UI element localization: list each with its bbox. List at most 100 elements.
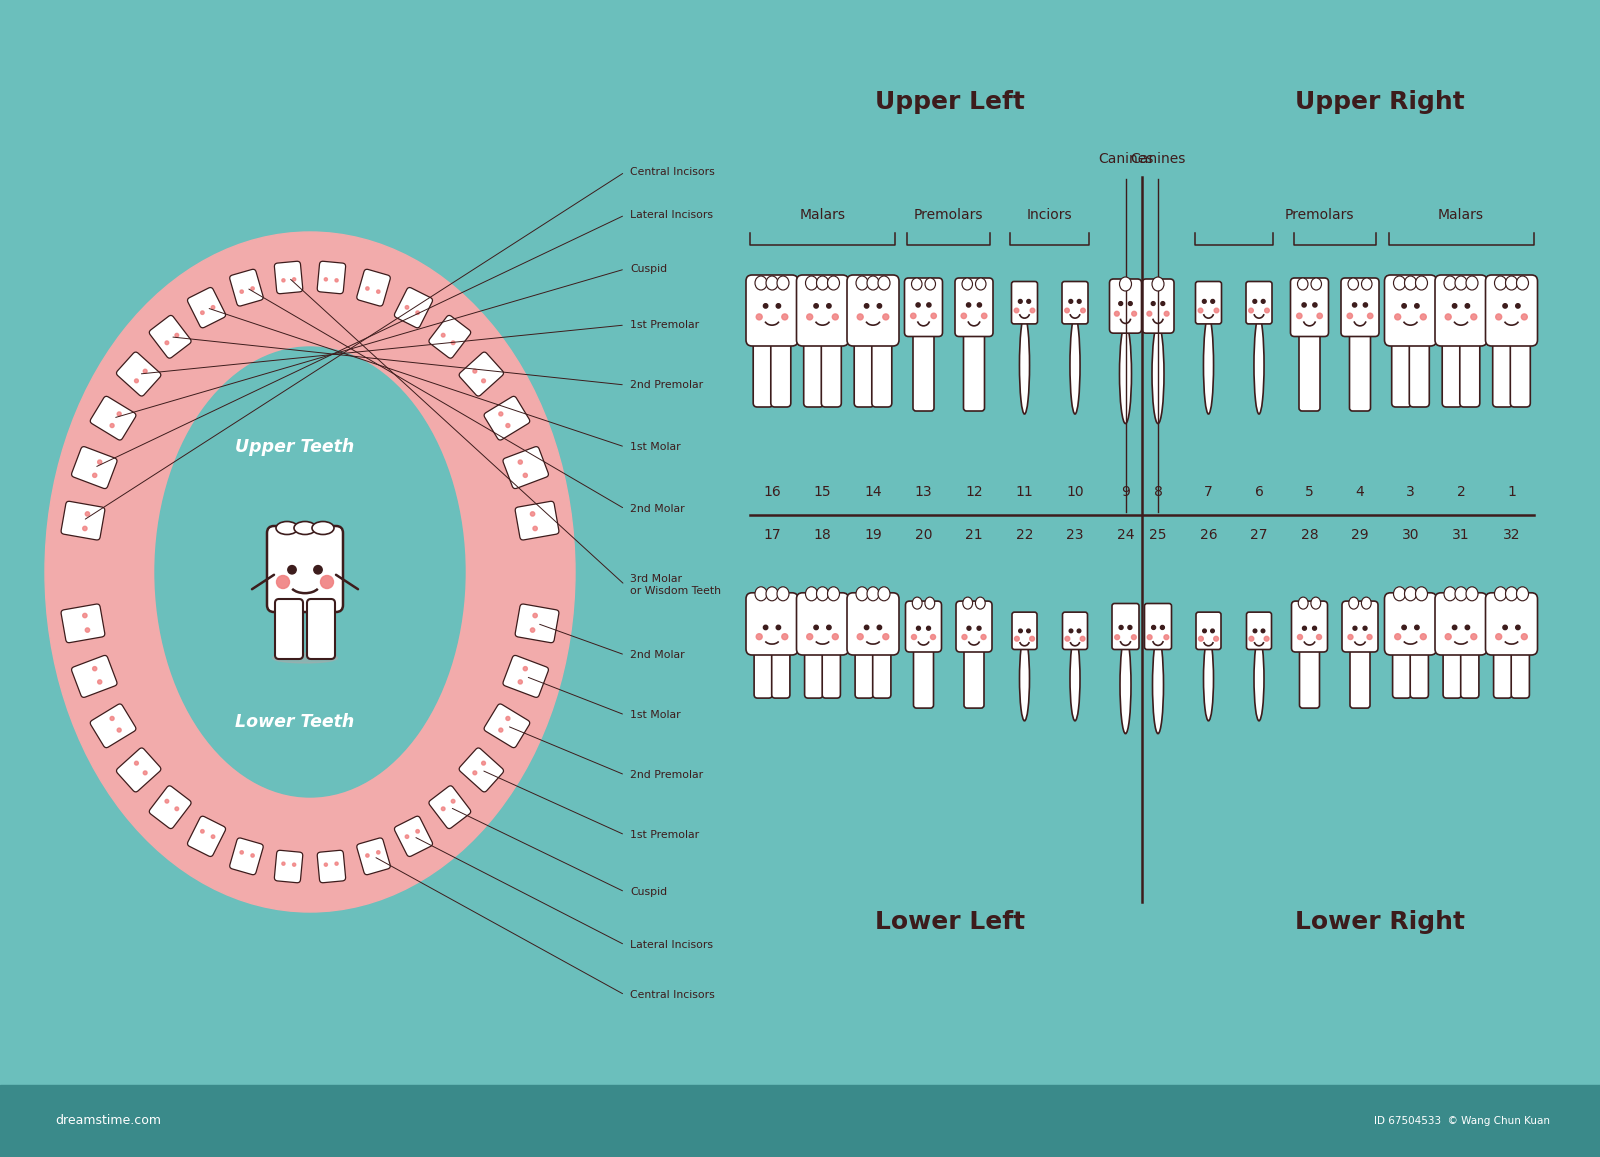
Text: Canines: Canines xyxy=(1098,152,1154,165)
FancyBboxPatch shape xyxy=(1011,612,1037,649)
Text: Central Incisors: Central Incisors xyxy=(630,167,715,177)
Circle shape xyxy=(931,314,936,318)
Circle shape xyxy=(240,290,243,293)
Text: 2nd Premolar: 2nd Premolar xyxy=(630,379,702,390)
Text: Upper Left: Upper Left xyxy=(875,90,1026,115)
FancyBboxPatch shape xyxy=(1494,636,1512,698)
Circle shape xyxy=(1414,303,1419,308)
Text: Lateral Incisors: Lateral Incisors xyxy=(630,211,714,220)
Circle shape xyxy=(1466,625,1469,629)
Circle shape xyxy=(926,303,931,307)
FancyBboxPatch shape xyxy=(1435,592,1486,655)
Circle shape xyxy=(1214,308,1219,312)
Circle shape xyxy=(1077,300,1082,303)
Circle shape xyxy=(1522,634,1528,640)
Circle shape xyxy=(240,850,243,854)
Circle shape xyxy=(451,341,454,345)
Circle shape xyxy=(806,634,813,640)
Circle shape xyxy=(1502,303,1507,308)
Circle shape xyxy=(1147,635,1152,640)
Circle shape xyxy=(910,314,915,318)
Circle shape xyxy=(1421,634,1426,640)
FancyBboxPatch shape xyxy=(1350,638,1370,708)
FancyBboxPatch shape xyxy=(821,334,842,407)
Ellipse shape xyxy=(1120,324,1131,423)
Circle shape xyxy=(782,634,787,640)
Circle shape xyxy=(1347,314,1352,318)
Circle shape xyxy=(883,634,890,640)
FancyBboxPatch shape xyxy=(771,334,790,407)
Circle shape xyxy=(1077,629,1082,633)
FancyBboxPatch shape xyxy=(963,638,984,708)
Circle shape xyxy=(1019,300,1022,303)
FancyBboxPatch shape xyxy=(1443,636,1461,698)
FancyBboxPatch shape xyxy=(872,636,891,698)
Circle shape xyxy=(93,666,96,671)
Circle shape xyxy=(518,680,522,684)
Ellipse shape xyxy=(1443,587,1456,600)
FancyBboxPatch shape xyxy=(357,270,390,307)
Text: 8: 8 xyxy=(1154,485,1163,499)
Circle shape xyxy=(1069,629,1072,633)
Circle shape xyxy=(117,728,122,732)
Circle shape xyxy=(1470,314,1477,319)
FancyBboxPatch shape xyxy=(904,278,942,337)
FancyBboxPatch shape xyxy=(1195,281,1221,324)
FancyBboxPatch shape xyxy=(1442,334,1462,407)
Circle shape xyxy=(83,613,86,618)
Circle shape xyxy=(1066,636,1070,641)
Ellipse shape xyxy=(805,277,818,290)
Ellipse shape xyxy=(1254,317,1264,414)
Circle shape xyxy=(1363,626,1366,631)
Circle shape xyxy=(282,279,285,282)
Text: Lower Right: Lower Right xyxy=(1294,911,1466,934)
FancyBboxPatch shape xyxy=(797,275,848,346)
Circle shape xyxy=(482,379,485,383)
Circle shape xyxy=(1253,300,1256,303)
Circle shape xyxy=(877,303,882,308)
Circle shape xyxy=(858,314,864,319)
Ellipse shape xyxy=(1517,277,1528,290)
Circle shape xyxy=(325,863,328,867)
FancyBboxPatch shape xyxy=(1291,602,1328,653)
Circle shape xyxy=(134,379,138,383)
Circle shape xyxy=(134,761,138,765)
Circle shape xyxy=(1118,302,1123,305)
Circle shape xyxy=(334,279,338,282)
Ellipse shape xyxy=(1152,277,1165,292)
Ellipse shape xyxy=(856,277,869,290)
Text: 26: 26 xyxy=(1200,528,1218,541)
Ellipse shape xyxy=(976,278,986,290)
Circle shape xyxy=(1118,626,1123,629)
Circle shape xyxy=(506,716,510,721)
Circle shape xyxy=(405,305,408,309)
FancyBboxPatch shape xyxy=(1459,334,1480,407)
Circle shape xyxy=(451,799,454,803)
Ellipse shape xyxy=(1120,636,1131,734)
Circle shape xyxy=(981,314,987,318)
Circle shape xyxy=(405,835,408,839)
FancyBboxPatch shape xyxy=(1485,275,1538,346)
FancyBboxPatch shape xyxy=(502,655,549,698)
Circle shape xyxy=(1027,629,1030,633)
Ellipse shape xyxy=(1405,277,1416,290)
Circle shape xyxy=(144,771,147,775)
FancyBboxPatch shape xyxy=(1384,275,1437,346)
FancyBboxPatch shape xyxy=(61,604,106,642)
Circle shape xyxy=(530,511,534,516)
Circle shape xyxy=(915,303,920,307)
Circle shape xyxy=(1248,308,1253,312)
Circle shape xyxy=(117,412,122,415)
Ellipse shape xyxy=(1362,597,1371,609)
Ellipse shape xyxy=(1298,278,1309,290)
FancyBboxPatch shape xyxy=(805,636,822,698)
Circle shape xyxy=(1163,635,1168,640)
Circle shape xyxy=(1250,636,1254,641)
Ellipse shape xyxy=(1454,277,1467,290)
FancyBboxPatch shape xyxy=(149,786,190,828)
FancyBboxPatch shape xyxy=(502,447,549,488)
FancyBboxPatch shape xyxy=(872,334,891,407)
Circle shape xyxy=(366,854,370,857)
Circle shape xyxy=(325,278,328,281)
FancyBboxPatch shape xyxy=(72,655,117,698)
